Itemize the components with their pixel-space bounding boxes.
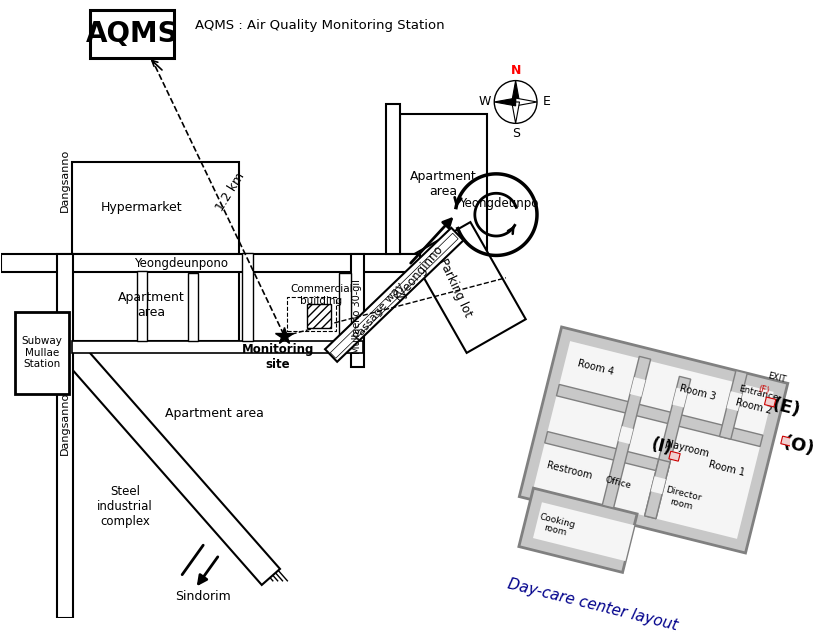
Text: N: N	[511, 64, 521, 78]
Text: Entrance: Entrance	[737, 385, 779, 403]
Polygon shape	[764, 397, 776, 407]
Text: Apartment
area: Apartment area	[411, 170, 477, 198]
Text: Hypermarket: Hypermarket	[101, 202, 182, 214]
Text: Kyeonginno: Kyeonginno	[392, 242, 446, 303]
Text: Steel
industrial
complex: Steel industrial complex	[98, 485, 153, 527]
Text: EXIT: EXIT	[766, 371, 786, 384]
Bar	[189, 273, 198, 341]
Polygon shape	[520, 327, 788, 553]
Text: Sindorim: Sindorim	[175, 590, 231, 603]
Bar	[400, 114, 488, 254]
Polygon shape	[545, 432, 670, 473]
Polygon shape	[330, 233, 458, 358]
Polygon shape	[511, 81, 520, 102]
Text: Apartment
area: Apartment area	[118, 291, 185, 319]
Text: Monitoring
site: Monitoring site	[241, 343, 314, 371]
Polygon shape	[727, 391, 742, 411]
Text: (E): (E)	[771, 396, 802, 420]
Polygon shape	[780, 436, 792, 446]
Polygon shape	[650, 476, 666, 494]
Text: Room 3: Room 3	[678, 384, 716, 402]
Text: Room 4: Room 4	[576, 358, 615, 377]
Text: Office: Office	[604, 476, 632, 491]
Text: AQMS: AQMS	[85, 20, 178, 48]
Text: Subway
Mullae
Station: Subway Mullae Station	[21, 336, 62, 369]
Text: 1.2 km: 1.2 km	[213, 170, 247, 214]
Bar	[386, 104, 400, 254]
Polygon shape	[672, 388, 688, 408]
Text: Mullaeno 30-gil: Mullaeno 30-gil	[352, 279, 363, 354]
Bar	[57, 254, 72, 618]
Bar	[241, 254, 254, 341]
Polygon shape	[533, 502, 634, 561]
Bar	[287, 297, 336, 331]
Polygon shape	[494, 98, 515, 106]
Text: Cooking
room: Cooking room	[536, 512, 576, 539]
Text: (O): (O)	[780, 434, 813, 459]
Polygon shape	[602, 356, 650, 508]
Text: Dangsanno: Dangsanno	[60, 392, 70, 455]
Polygon shape	[411, 222, 526, 353]
Text: W: W	[478, 95, 491, 109]
Bar	[350, 254, 364, 367]
Polygon shape	[669, 452, 680, 461]
Text: Day-care center layout: Day-care center layout	[506, 576, 679, 633]
Bar	[90, 10, 174, 59]
Text: (F): (F)	[758, 385, 771, 396]
Polygon shape	[511, 102, 520, 123]
Polygon shape	[720, 370, 747, 439]
Polygon shape	[630, 377, 646, 397]
Text: Restroom: Restroom	[546, 460, 593, 481]
Bar	[1, 254, 420, 272]
Polygon shape	[533, 341, 774, 539]
Text: Director
room: Director room	[662, 485, 702, 513]
Bar	[339, 273, 350, 341]
Polygon shape	[556, 384, 763, 446]
Bar	[72, 341, 363, 352]
Text: Room 2: Room 2	[735, 398, 773, 417]
Text: Passage way: Passage way	[353, 281, 406, 342]
Polygon shape	[519, 488, 637, 572]
Text: Parking lot: Parking lot	[437, 256, 475, 319]
Bar	[72, 271, 239, 341]
Polygon shape	[645, 377, 691, 519]
Text: AQMS : Air Quality Monitoring Station: AQMS : Air Quality Monitoring Station	[195, 18, 445, 32]
Bar	[137, 271, 146, 341]
Polygon shape	[515, 98, 537, 106]
Text: Apartment area: Apartment area	[165, 407, 264, 420]
Polygon shape	[325, 228, 463, 362]
Bar	[307, 304, 331, 328]
Text: (I): (I)	[650, 436, 674, 459]
Text: S: S	[511, 127, 520, 139]
Text: E: E	[543, 95, 550, 109]
Bar	[72, 162, 239, 254]
Text: playroom: playroom	[663, 438, 710, 459]
Text: Dangsanno: Dangsanno	[60, 149, 70, 212]
Polygon shape	[618, 426, 633, 444]
Bar	[15, 312, 69, 394]
Polygon shape	[645, 459, 670, 519]
Text: Yeongdeunpono: Yeongdeunpono	[133, 257, 228, 270]
Text: Commercial
building: Commercial building	[290, 284, 353, 306]
Text: Yeongdeunpo: Yeongdeunpo	[459, 197, 539, 210]
Text: Room 1: Room 1	[707, 459, 746, 478]
Polygon shape	[63, 343, 280, 585]
